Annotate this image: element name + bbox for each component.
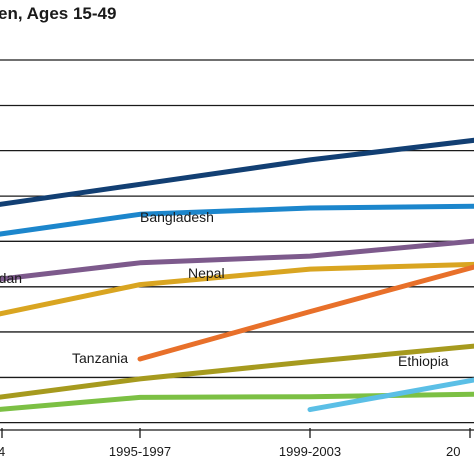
series-line-tanzania xyxy=(0,343,474,400)
series-lines xyxy=(0,137,474,413)
series-labels: Bangladesh rdan Nepal Tanzania Ethiopia xyxy=(0,209,449,369)
x-tick-label: 1999-2003 xyxy=(279,444,341,459)
series-line-s1 xyxy=(0,137,474,207)
series-line-rdan xyxy=(0,261,474,317)
series-line-s2 xyxy=(0,203,474,237)
series-label-tanzania: Tanzania xyxy=(72,350,128,366)
x-axis: 4 1995-1997 1999-2003 20 xyxy=(0,428,471,459)
gridlines xyxy=(0,59,474,431)
series-line-ethiopia xyxy=(307,377,474,413)
x-tick-label: 1995-1997 xyxy=(109,444,171,459)
x-tick-label: 20 xyxy=(446,444,460,459)
chart-title: en, Ages 15-49 xyxy=(0,4,117,23)
series-line-nepal xyxy=(137,264,474,362)
x-tick-label: 4 xyxy=(0,444,5,459)
series-label-bangladesh: Bangladesh xyxy=(140,209,214,225)
series-label-nepal: Nepal xyxy=(188,265,225,281)
series-line-bangladesh xyxy=(0,238,474,282)
series-label-rdan: rdan xyxy=(0,270,22,286)
series-label-ethiopia: Ethiopia xyxy=(398,353,449,369)
series-line-s7 xyxy=(0,391,474,412)
